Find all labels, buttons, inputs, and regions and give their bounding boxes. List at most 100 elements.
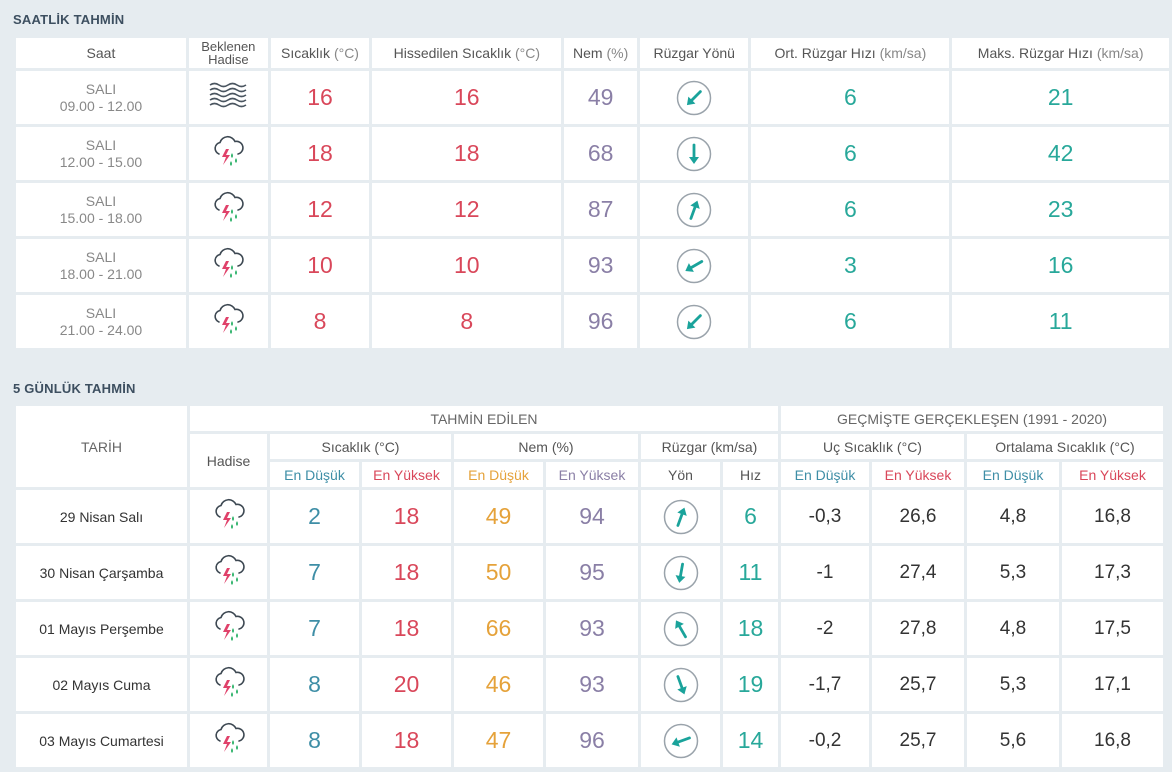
hourly-wind-max: 42 bbox=[952, 127, 1169, 180]
thunderstorm-rain-icon bbox=[210, 302, 246, 341]
daily-forecast-table: TARİH TAHMİN EDİLEN GEÇMİŞTE GERÇEKLEŞEN… bbox=[13, 403, 1166, 770]
daily-weather-cell bbox=[190, 490, 267, 543]
hourly-wind-direction bbox=[639, 71, 749, 124]
daily-row: 29 Nisan Salı 2 18 49 94 6 -0,3 26,6 4,8 16,8 bbox=[16, 490, 1163, 543]
hourly-temperature: 12 bbox=[270, 183, 370, 236]
daily-temp-low: 7 bbox=[270, 602, 359, 655]
hourly-humidity: 93 bbox=[564, 239, 637, 292]
daily-temp-high: 18 bbox=[362, 490, 451, 543]
header-uc-high: En Yüksek bbox=[872, 462, 964, 487]
daily-row: 03 Mayıs Cumartesi 8 18 47 96 14 -0,2 25,7 5,6 16… bbox=[16, 714, 1163, 767]
thunderstorm-rain-icon bbox=[211, 721, 247, 760]
daily-hum-low: 49 bbox=[454, 490, 543, 543]
header-uc-sicaklik: Uç Sıcaklık (°C) bbox=[781, 434, 964, 459]
daily-header-row-1: TARİH TAHMİN EDİLEN GEÇMİŞTE GERÇEKLEŞEN… bbox=[16, 406, 1163, 487]
daily-uc-low: -1,7 bbox=[781, 658, 869, 711]
hourly-time-range: 18.00 - 21.00 bbox=[59, 265, 143, 282]
hourly-wind-direction bbox=[639, 183, 749, 236]
daily-ort-high: 16,8 bbox=[1062, 490, 1163, 543]
hourly-weather-cell bbox=[188, 183, 268, 236]
daily-date: 02 Mayıs Cuma bbox=[16, 658, 187, 711]
hourly-time-cell: SALI 12.00 - 15.00 bbox=[16, 127, 186, 180]
daily-date: 03 Mayıs Cumartesi bbox=[16, 714, 187, 767]
daily-temp-low: 8 bbox=[270, 658, 359, 711]
daily-date: 01 Mayıs Perşembe bbox=[16, 602, 187, 655]
header-humidity: Nem (%) bbox=[564, 38, 637, 68]
header-wind-avg-unit: (km/sa) bbox=[879, 45, 927, 61]
header-hum-low: En Düşük bbox=[454, 462, 543, 487]
header-feels: Hissedilen Sıcaklık (°C) bbox=[372, 38, 562, 68]
fog-icon bbox=[209, 81, 247, 114]
header-ort-high: En Yüksek bbox=[1062, 462, 1163, 487]
hourly-row: SALI 09.00 - 12.00 16 16 49 6 21 bbox=[16, 71, 1169, 124]
hourly-forecast-table: Saat Beklenen Hadise Sıcaklık (°C) Hisse… bbox=[13, 35, 1172, 351]
hourly-feels-like: 16 bbox=[372, 71, 562, 124]
thunderstorm-rain-icon bbox=[211, 553, 247, 592]
header-wind-avg-label: Ort. Rüzgar Hızı bbox=[774, 45, 876, 61]
daily-ort-low: 4,8 bbox=[967, 490, 1059, 543]
hourly-weather-cell bbox=[188, 127, 268, 180]
hourly-temperature: 16 bbox=[270, 71, 370, 124]
daily-uc-low: -1 bbox=[781, 546, 869, 599]
header-temp-low: En Düşük bbox=[270, 462, 359, 487]
thunderstorm-rain-icon bbox=[211, 609, 247, 648]
header-temp-high: En Yüksek bbox=[362, 462, 451, 487]
daily-hum-low: 47 bbox=[454, 714, 543, 767]
header-wind-max: Maks. Rüzgar Hızı (km/sa) bbox=[952, 38, 1169, 68]
daily-ort-high: 17,5 bbox=[1062, 602, 1163, 655]
daily-wind-speed: 14 bbox=[723, 714, 778, 767]
header-temp: Sıcaklık (°C) bbox=[270, 434, 451, 459]
daily-header-row-2: Hadise Sıcaklık (°C) Nem (%) Rüzgar (km/… bbox=[16, 434, 1163, 487]
hourly-wind-avg: 6 bbox=[751, 295, 950, 348]
header-humidity-unit: (%) bbox=[606, 45, 629, 61]
hourly-weather-cell bbox=[188, 71, 268, 124]
thunderstorm-rain-icon bbox=[211, 665, 247, 704]
hourly-time-range: 09.00 - 12.00 bbox=[59, 97, 143, 114]
daily-weather-cell bbox=[190, 546, 267, 599]
daily-date: 30 Nisan Çarşamba bbox=[16, 546, 187, 599]
hourly-day: SALI bbox=[85, 192, 117, 209]
thunderstorm-rain-icon bbox=[210, 134, 246, 173]
daily-wind-direction bbox=[641, 658, 720, 711]
hourly-weather-cell bbox=[188, 239, 268, 292]
header-wind-direction: Rüzgar Yönü bbox=[639, 38, 749, 68]
daily-uc-low: -2 bbox=[781, 602, 869, 655]
header-gecmiste: GEÇMİŞTE GERÇEKLEŞEN (1991 - 2020) bbox=[781, 406, 1163, 431]
daily-uc-high: 27,8 bbox=[872, 602, 964, 655]
hourly-wind-direction bbox=[639, 127, 749, 180]
wind-direction-arrow-icon bbox=[663, 555, 699, 590]
hourly-day: SALI bbox=[85, 136, 117, 153]
hourly-wind-avg: 3 bbox=[751, 239, 950, 292]
header-wind-dir: Yön bbox=[641, 462, 720, 487]
wind-direction-arrow-icon bbox=[676, 248, 712, 283]
daily-section-title: 5 GÜNLÜK TAHMİN bbox=[13, 381, 136, 396]
hourly-section-title: SAATLİK TAHMİN bbox=[13, 12, 125, 27]
hourly-row: SALI 18.00 - 21.00 10 10 93 3 16 bbox=[16, 239, 1169, 292]
header-feels-label: Hissedilen Sıcaklık bbox=[393, 45, 512, 61]
daily-weather-cell bbox=[190, 602, 267, 655]
daily-wind-direction bbox=[641, 546, 720, 599]
wind-direction-arrow-icon bbox=[676, 192, 712, 227]
daily-ort-low: 4,8 bbox=[967, 602, 1059, 655]
wind-direction-arrow-icon bbox=[676, 80, 712, 115]
hourly-time-range: 21.00 - 24.00 bbox=[59, 321, 143, 338]
hourly-feels-like: 18 bbox=[372, 127, 562, 180]
daily-row: 01 Mayıs Perşembe 7 18 66 93 18 -2 27,8 4,8 17,5 bbox=[16, 602, 1163, 655]
daily-temp-high: 18 bbox=[362, 714, 451, 767]
thunderstorm-rain-icon bbox=[210, 190, 246, 229]
hourly-time-cell: SALI 15.00 - 18.00 bbox=[16, 183, 186, 236]
daily-uc-high: 26,6 bbox=[872, 490, 964, 543]
daily-hum-low: 50 bbox=[454, 546, 543, 599]
wind-direction-arrow-icon bbox=[663, 667, 699, 702]
daily-hum-high: 93 bbox=[546, 658, 638, 711]
hourly-time-range: 12.00 - 15.00 bbox=[59, 153, 143, 170]
header-humidity-label: Nem bbox=[573, 45, 603, 61]
daily-temp-high: 20 bbox=[362, 658, 451, 711]
daily-row: 30 Nisan Çarşamba 7 18 50 95 11 -1 27,4 5,3 17,3 bbox=[16, 546, 1163, 599]
hourly-temperature: 8 bbox=[270, 295, 370, 348]
hourly-day: SALI bbox=[85, 304, 117, 321]
wind-direction-arrow-icon bbox=[676, 136, 712, 171]
daily-wind-speed: 19 bbox=[723, 658, 778, 711]
hourly-wind-max: 16 bbox=[952, 239, 1169, 292]
daily-hum-low: 66 bbox=[454, 602, 543, 655]
